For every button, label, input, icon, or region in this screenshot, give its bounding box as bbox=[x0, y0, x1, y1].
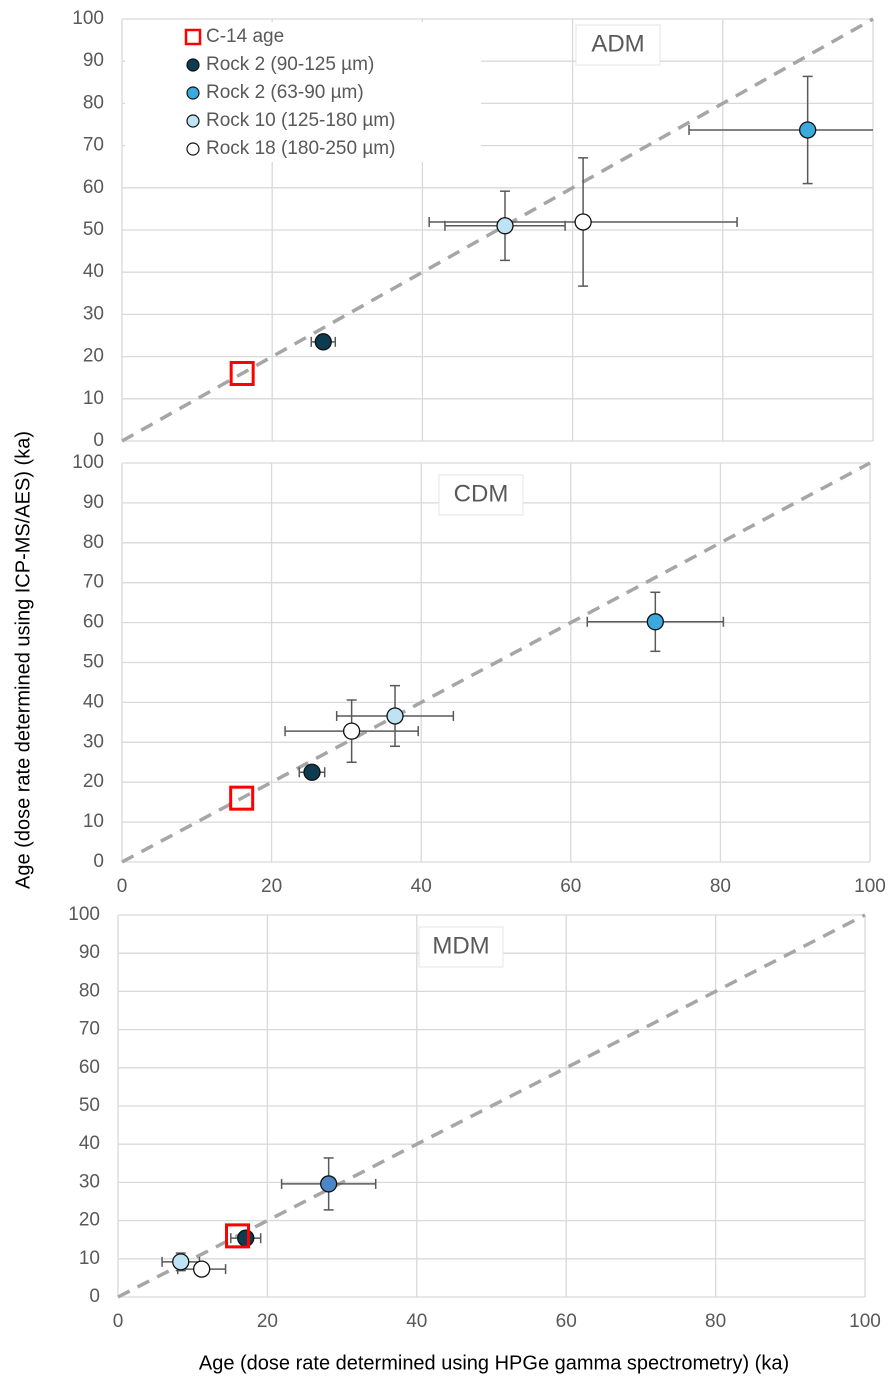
panel-label-text: CDM bbox=[454, 480, 509, 507]
y-tick-label: 20 bbox=[83, 346, 104, 367]
y-tick-label: 70 bbox=[79, 1019, 100, 1040]
y-tick-label: 20 bbox=[83, 771, 104, 792]
x-tick-label: 40 bbox=[411, 876, 432, 897]
x-tick-label: 80 bbox=[705, 1311, 726, 1332]
panel-label-box bbox=[438, 474, 524, 516]
y-tick-label: 0 bbox=[93, 430, 104, 451]
x-tick-label: 60 bbox=[556, 1311, 577, 1332]
y-tick-label: 90 bbox=[79, 942, 100, 963]
legend-label: Rock 10 (125-180 µm) bbox=[206, 110, 395, 131]
y-tick-label: 60 bbox=[83, 612, 104, 633]
y-tick-label: 50 bbox=[83, 219, 104, 240]
point bbox=[342, 722, 361, 740]
legend-label: Rock 18 (180-250 µm) bbox=[206, 138, 395, 159]
point bbox=[646, 613, 664, 631]
y-tick-label: 60 bbox=[83, 177, 104, 198]
y-tick-label: 90 bbox=[83, 50, 104, 71]
y-tick-label: 10 bbox=[83, 811, 104, 832]
legend-marker bbox=[186, 114, 200, 128]
panel-label-text: MDM bbox=[432, 932, 489, 959]
x-tick-label: 40 bbox=[406, 1311, 427, 1332]
legend-marker bbox=[184, 28, 202, 46]
legend-marker bbox=[186, 58, 200, 72]
point bbox=[237, 1229, 255, 1247]
x-tick-label: 0 bbox=[113, 1311, 124, 1332]
x-error-bar bbox=[688, 124, 873, 135]
y-tick-label: 100 bbox=[72, 8, 104, 29]
y-tick-label: 80 bbox=[83, 92, 104, 113]
y-tick-label: 100 bbox=[72, 452, 104, 473]
legend-marker bbox=[186, 142, 200, 156]
y-tick-label: 100 bbox=[68, 904, 100, 925]
panel-label-box bbox=[418, 926, 504, 968]
y-tick-label: 0 bbox=[89, 1286, 100, 1307]
legend: C-14 age Rock 2 (90-125 µm) Rock 2 (63-90 … bbox=[125, 22, 481, 162]
y-tick-label: 70 bbox=[83, 135, 104, 156]
x-tick-label: 80 bbox=[710, 876, 731, 897]
legend-label: C-14 age bbox=[206, 26, 284, 47]
y-tick-label: 40 bbox=[83, 261, 104, 282]
point bbox=[229, 785, 255, 811]
y-tick-label: 30 bbox=[83, 303, 104, 324]
y-tick-label: 10 bbox=[79, 1248, 100, 1269]
point bbox=[320, 1175, 338, 1193]
y-tick-label: 10 bbox=[83, 388, 104, 409]
legend-label: Rock 2 (63-90 µm) bbox=[206, 82, 364, 103]
y-tick-label: 80 bbox=[83, 532, 104, 553]
x-tick-label: 20 bbox=[261, 876, 282, 897]
point bbox=[496, 217, 514, 235]
point bbox=[314, 333, 332, 351]
x-tick-label: 20 bbox=[257, 1311, 278, 1332]
y-tick-label: 0 bbox=[93, 851, 104, 872]
x-tick-label: 0 bbox=[117, 876, 128, 897]
y-tick-label: 50 bbox=[83, 652, 104, 673]
y-tick-label: 40 bbox=[79, 1133, 100, 1154]
panel-label-text: ADM bbox=[591, 30, 644, 57]
y-tick-label: 40 bbox=[83, 691, 104, 712]
y-tick-label: 30 bbox=[79, 1171, 100, 1192]
y-tick-label: 30 bbox=[83, 731, 104, 752]
x-tick-label: 100 bbox=[854, 876, 886, 897]
point bbox=[386, 707, 404, 725]
y-tick-label: 60 bbox=[79, 1057, 100, 1078]
panel-label: MDM bbox=[418, 926, 504, 968]
x-tick-label: 60 bbox=[560, 876, 581, 897]
point bbox=[193, 1260, 211, 1278]
point bbox=[229, 360, 255, 386]
legend-box bbox=[125, 22, 481, 162]
y-axis-label: Age (dose rate determined using ICP-MS/A… bbox=[12, 431, 34, 889]
y-tick-label: 50 bbox=[79, 1095, 100, 1116]
panel-label: CDM bbox=[438, 474, 524, 516]
point bbox=[303, 763, 321, 781]
point bbox=[225, 1223, 251, 1249]
panel-label-box bbox=[575, 24, 661, 66]
legend-marker bbox=[186, 86, 200, 100]
point bbox=[574, 213, 592, 231]
y-tick-label: 20 bbox=[79, 1210, 100, 1231]
point bbox=[799, 121, 817, 139]
x-tick-label: 100 bbox=[849, 1311, 881, 1332]
x-axis-label: Age (dose rate determined using HPGe gam… bbox=[199, 1352, 789, 1374]
y-tick-label: 80 bbox=[79, 980, 100, 1001]
panel-label: ADM bbox=[575, 24, 661, 66]
point bbox=[172, 1253, 190, 1271]
legend-label: Rock 2 (90-125 µm) bbox=[206, 54, 374, 75]
y-tick-label: 90 bbox=[83, 492, 104, 513]
identity-line bbox=[121, 461, 871, 864]
y-tick-label: 70 bbox=[83, 572, 104, 593]
